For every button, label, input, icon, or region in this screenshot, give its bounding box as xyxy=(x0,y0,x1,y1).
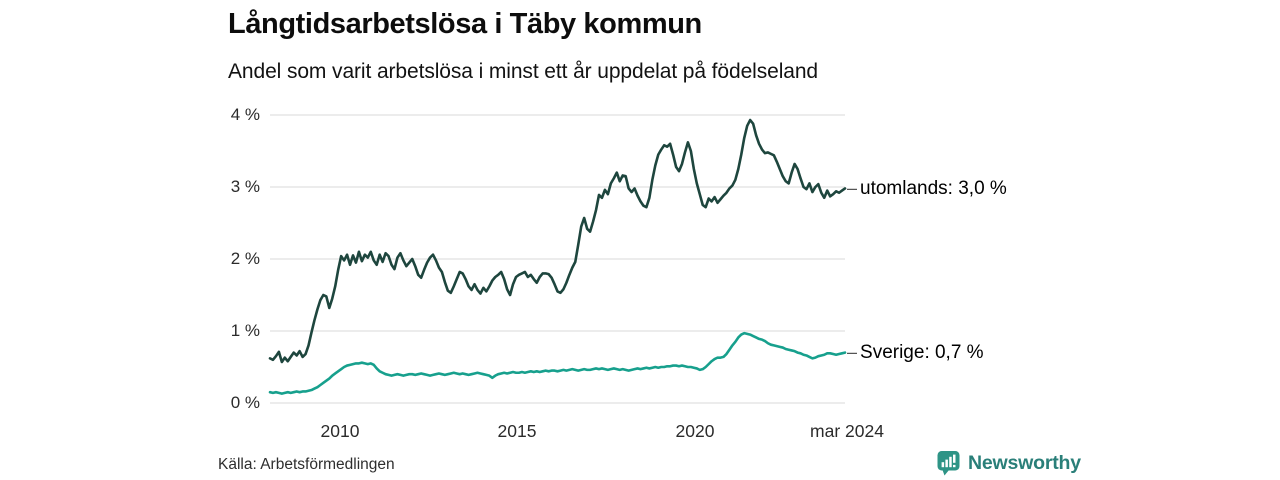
series-line-Sverige xyxy=(268,331,847,395)
chart-subtitle: Andel som varit arbetslösa i minst ett å… xyxy=(228,60,819,83)
y-tick-label: 3 % xyxy=(230,177,260,196)
series-label-text: utomlands: 3,0 % xyxy=(860,178,1007,199)
series-label-text: Sverige: 0,7 % xyxy=(860,342,984,363)
series-label-utomlands: – utomlands: 3,0 % xyxy=(847,177,1007,199)
label-dash: – xyxy=(847,178,858,198)
x-tick-label: 2010 xyxy=(320,421,360,441)
series-line-utomlands xyxy=(268,118,847,364)
x-tick-label: 2015 xyxy=(497,421,537,441)
series-label-sverige: – Sverige: 0,7 % xyxy=(847,341,984,363)
newsworthy-icon xyxy=(937,451,960,476)
newsworthy-logo[interactable]: Newsworthy xyxy=(936,450,1081,476)
label-dash: – xyxy=(847,342,858,362)
x-tick-label: 2020 xyxy=(675,421,715,441)
plot-svg xyxy=(268,114,847,404)
y-tick-label: 1 % xyxy=(230,321,260,340)
y-tick-label: 0 % xyxy=(230,393,260,412)
x-tick-label: mar 2024 xyxy=(810,421,884,441)
newsworthy-wordmark: Newsworthy xyxy=(968,451,1081,474)
y-tick-label: 4 % xyxy=(230,105,260,124)
source-note: Källa: Arbetsförmedlingen xyxy=(218,456,395,473)
chart-title: Långtidsarbetslösa i Täby kommun xyxy=(228,8,702,40)
y-tick-label: 2 % xyxy=(230,249,260,268)
